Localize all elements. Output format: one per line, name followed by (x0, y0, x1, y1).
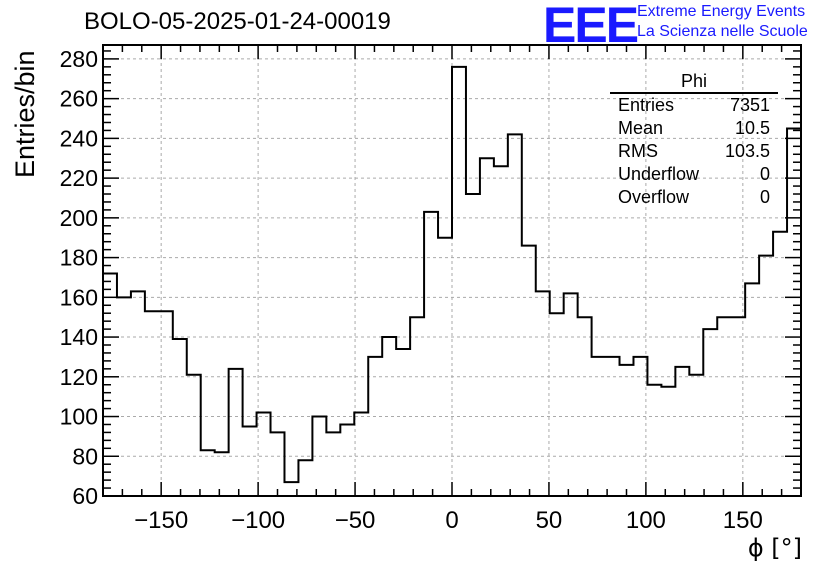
axis-ticks (102, 45, 802, 497)
y-tick-label: 140 (60, 324, 98, 350)
stats-value: 0 (759, 164, 770, 184)
stats-row: Mean 10.5 (610, 117, 778, 140)
histogram-bin (145, 311, 159, 496)
histogram-bin (424, 212, 438, 496)
stats-row: Entries 7351 (610, 94, 778, 117)
histogram-bin (159, 311, 173, 496)
x-tick-label: −100 (231, 507, 285, 534)
histogram-bin (592, 357, 606, 496)
stats-row: RMS 103.5 (610, 140, 778, 163)
y-tick-label: 240 (60, 125, 98, 151)
histogram-bin (173, 339, 187, 496)
y-tick-label: 180 (60, 245, 98, 271)
histogram-bin (187, 375, 201, 496)
stats-label: Entries (618, 95, 675, 115)
y-tick-label: 160 (60, 284, 98, 310)
stats-value: 103.5 (724, 141, 770, 161)
histogram-bin (647, 385, 661, 496)
histogram-bin (229, 369, 243, 496)
x-tick-label: −150 (134, 507, 188, 534)
histogram-bin (312, 417, 326, 496)
histogram-bin (131, 291, 145, 496)
y-tick-label: 80 (72, 443, 98, 469)
histogram-bin (326, 432, 340, 496)
logo-line-2: La Scienza nelle Scuole (637, 23, 808, 40)
stats-label: Overflow (618, 187, 690, 207)
histogram-bin (689, 375, 703, 496)
y-tick-label: 60 (72, 483, 98, 509)
histogram-bin (759, 256, 773, 496)
histogram-bin (508, 134, 522, 496)
histogram-bin (368, 357, 382, 496)
histogram-bin (215, 452, 229, 496)
histogram-bin (410, 317, 424, 496)
stats-box: Phi Entries 7351 Mean 10.5 RMS 103.5 Underf… (610, 70, 778, 209)
histogram-bin (606, 357, 620, 496)
x-tick-label: 50 (536, 507, 563, 534)
histogram-bin (578, 317, 592, 496)
x-tick-label: 150 (723, 507, 763, 534)
histogram-bins (103, 65, 801, 496)
y-tick-label: 100 (60, 404, 98, 430)
histogram-bin (396, 349, 410, 496)
stats-value: 0 (759, 187, 770, 207)
histogram-bin (773, 232, 787, 496)
histogram-bin (480, 158, 494, 496)
histogram-bin (745, 283, 759, 496)
x-tick-label: 0 (445, 507, 458, 534)
histogram-bin (661, 387, 675, 496)
histogram-bin (717, 317, 731, 496)
histogram-bin (550, 313, 564, 496)
histogram-bin (438, 238, 452, 496)
histogram-bin (340, 424, 354, 496)
logo-line-1: Extreme Energy Events (637, 3, 806, 20)
chart-title: BOLO-05-2025-01-24-00019 (84, 8, 391, 35)
plot-frame (102, 44, 802, 497)
histogram-bin (466, 194, 480, 496)
histogram-outline (103, 65, 801, 484)
y-axis-label: Entries/bin (10, 50, 40, 178)
histogram-bin (731, 317, 745, 496)
histogram-bin (536, 291, 550, 496)
histogram-bin (452, 67, 466, 496)
stats-value: 7351 (729, 95, 770, 115)
y-tick-label: 120 (60, 364, 98, 390)
histogram-bin (354, 413, 368, 496)
x-axis-label: ϕ [°] (747, 534, 802, 562)
histogram-bin (633, 357, 647, 496)
stats-title: Phi (610, 70, 778, 94)
eee-logo: EEE (543, 0, 639, 53)
histogram-bin (382, 337, 396, 496)
y-tick-label: 280 (60, 46, 98, 72)
histogram-bin (703, 329, 717, 496)
stats-row: Overflow 0 (610, 186, 778, 209)
y-tick-label: 200 (60, 205, 98, 231)
stats-label: RMS (618, 141, 658, 161)
y-tick-label: 220 (60, 165, 98, 191)
tick-labels: −150 −100 −50 0 50 100 150 60 80 100 120 140 160 180 2… (60, 46, 763, 534)
stats-label: Mean (618, 118, 664, 138)
histogram-bin (298, 460, 312, 496)
x-tick-label: 100 (626, 507, 666, 534)
histogram-bin (675, 367, 689, 496)
histogram-bin (522, 246, 536, 496)
histogram-bin (620, 365, 634, 496)
stats-label: Underflow (618, 164, 700, 184)
x-tick-label: −50 (335, 507, 376, 534)
histogram-bin (243, 426, 257, 496)
histogram-bin (271, 432, 285, 496)
histogram-bin (494, 166, 508, 496)
stats-row: Underflow 0 (610, 163, 778, 186)
histogram-bin (564, 293, 578, 496)
stats-value: 10.5 (734, 118, 770, 138)
y-tick-label: 260 (60, 86, 98, 112)
histogram-bin (201, 450, 215, 496)
histogram-bin (117, 297, 131, 496)
